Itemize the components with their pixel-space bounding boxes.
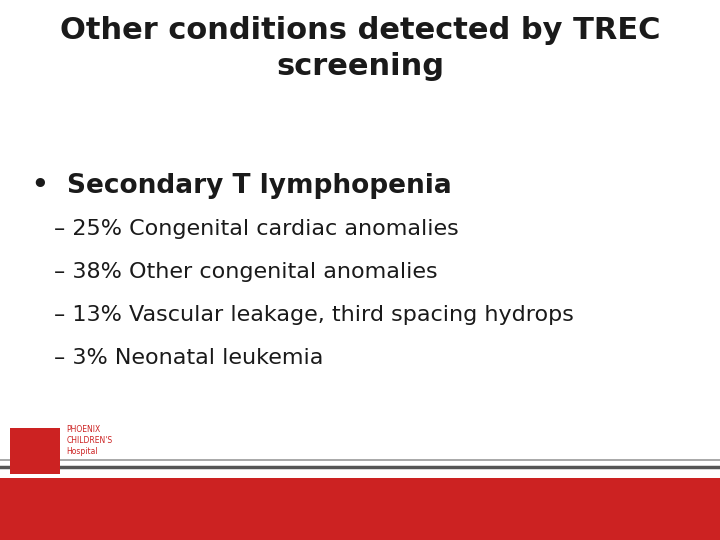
- Text: Other conditions detected by TREC
screening: Other conditions detected by TREC screen…: [60, 16, 660, 81]
- Text: – 3% Neonatal leukemia: – 3% Neonatal leukemia: [54, 348, 323, 368]
- Text: – 38% Other congenital anomalies: – 38% Other congenital anomalies: [54, 262, 438, 282]
- Text: •  Secondary T lymphopenia: • Secondary T lymphopenia: [32, 173, 452, 199]
- Text: PHOENIX
CHILDREN'S
Hospital: PHOENIX CHILDREN'S Hospital: [66, 425, 112, 456]
- Text: – 13% Vascular leakage, third spacing hydrops: – 13% Vascular leakage, third spacing hy…: [54, 305, 574, 325]
- Text: – 25% Congenital cardiac anomalies: – 25% Congenital cardiac anomalies: [54, 219, 459, 239]
